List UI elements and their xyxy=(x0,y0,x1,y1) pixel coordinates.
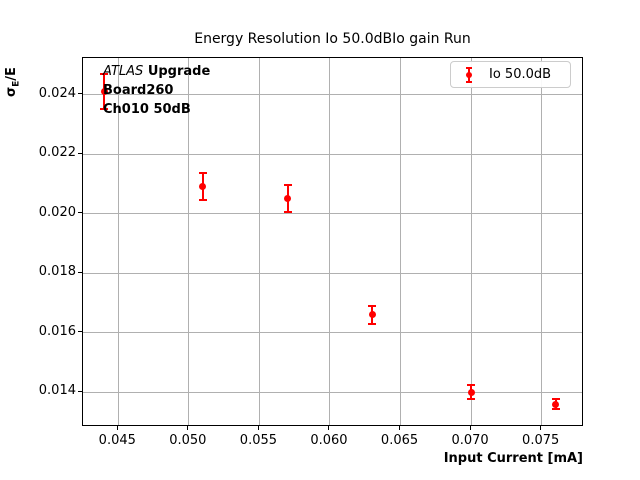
errorbar-cap-top xyxy=(283,184,292,187)
legend-label: Io 50.0dB xyxy=(489,67,552,82)
annotation-tag: Upgrade xyxy=(147,64,211,79)
annotation-line-2: Board260 xyxy=(103,83,174,98)
y-gridline xyxy=(83,94,582,96)
y-tick-label: 0.018 xyxy=(38,264,76,280)
x-tick-label: 0.075 xyxy=(522,433,560,448)
y-tick-label: 0.014 xyxy=(38,383,76,399)
y-axis-label-rest: /E xyxy=(4,67,19,81)
x-tick-label: 0.070 xyxy=(451,433,489,448)
y-tick-mark xyxy=(78,390,82,392)
errorbar-cap-top xyxy=(100,72,109,75)
x-tick-mark xyxy=(399,426,401,430)
y-axis-label-subscript: E xyxy=(11,80,22,87)
data-point xyxy=(199,183,207,191)
x-gridline xyxy=(258,58,260,425)
y-tick-mark xyxy=(78,93,82,95)
errorbar-cap-top xyxy=(551,398,560,401)
y-tick-label: 0.024 xyxy=(38,85,76,101)
y-tick-label: 0.020 xyxy=(38,204,76,220)
x-axis-label: Input Current [mA] xyxy=(443,451,583,466)
data-point xyxy=(100,88,108,96)
annotation-block: ATLAS Upgrade Board260 Ch010 50dB xyxy=(103,62,210,119)
x-tick-label: 0.045 xyxy=(98,433,136,448)
y-gridline xyxy=(83,272,582,274)
annotation-experiment: ATLAS xyxy=(103,64,144,79)
annotation-line-1: ATLAS Upgrade xyxy=(103,62,210,81)
y-tick-mark xyxy=(78,331,82,333)
errorbar-cap-bottom xyxy=(368,322,377,325)
y-gridline xyxy=(83,391,582,393)
errorbar-cap-top xyxy=(198,172,207,175)
y-tick-mark xyxy=(78,271,82,273)
errorbar-cap-top xyxy=(467,384,476,387)
chart-title: Energy Resolution Io 50.0dBIo gain Run xyxy=(194,31,471,47)
x-tick-mark xyxy=(257,426,259,430)
x-tick-mark xyxy=(116,426,118,430)
y-tick-label: 0.016 xyxy=(38,323,76,339)
annotation-line-3: Ch010 50dB xyxy=(103,102,191,117)
legend: Io 50.0dB xyxy=(450,61,571,88)
errorbar-cap-bottom xyxy=(100,108,109,111)
y-axis-label-sigma: σ xyxy=(4,86,19,97)
x-tick-mark xyxy=(328,426,330,430)
x-tick-label: 0.055 xyxy=(239,433,278,448)
data-point xyxy=(368,311,376,319)
legend-errorbar-icon xyxy=(464,66,474,84)
y-tick-label: 0.022 xyxy=(38,145,76,161)
y-tick-mark xyxy=(78,152,82,154)
x-tick-mark xyxy=(540,426,542,430)
errorbar-cap-bottom xyxy=(467,398,476,401)
y-gridline xyxy=(83,153,582,155)
x-tick-label: 0.050 xyxy=(169,433,207,448)
x-gridline xyxy=(400,58,402,425)
x-tick-label: 0.065 xyxy=(380,433,419,448)
y-axis-label: σE/E xyxy=(4,42,22,122)
x-gridline xyxy=(541,58,543,425)
data-point xyxy=(467,388,475,396)
errorbar-cap-top xyxy=(368,304,377,307)
x-tick-label: 0.060 xyxy=(310,433,348,448)
x-gridline xyxy=(470,58,472,425)
data-point xyxy=(552,400,560,408)
y-gridline xyxy=(83,332,582,334)
x-gridline xyxy=(188,58,190,425)
errorbar-cap-bottom xyxy=(551,407,560,410)
plot-area xyxy=(82,57,583,426)
x-gridline xyxy=(117,58,119,425)
x-tick-mark xyxy=(187,426,189,430)
y-gridline xyxy=(83,213,582,215)
y-tick-mark xyxy=(78,212,82,214)
data-point xyxy=(284,195,292,203)
errorbar-cap-bottom xyxy=(198,199,207,202)
errorbar-cap-bottom xyxy=(283,211,292,214)
x-tick-mark xyxy=(469,426,471,430)
x-gridline xyxy=(329,58,331,425)
